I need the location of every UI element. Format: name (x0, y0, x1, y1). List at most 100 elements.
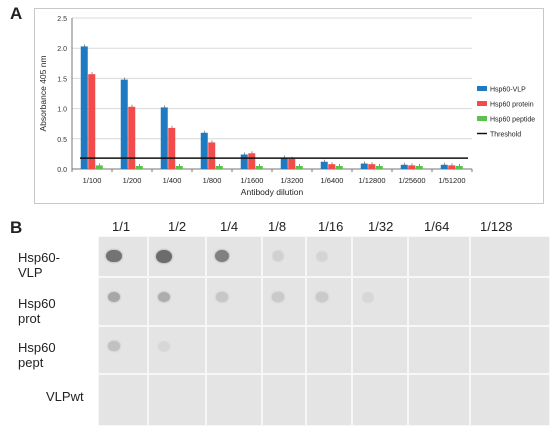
blot-dot (316, 251, 328, 261)
panel-letter-a: A (10, 4, 23, 23)
blot-cell (352, 277, 408, 326)
dilution-label: 1/4 (220, 219, 239, 234)
legend-swatch (477, 116, 487, 121)
x-axis-title: Antibody dilution (241, 187, 304, 197)
legend-label: Threshold (490, 132, 521, 139)
sample-row-label: Hsp60 prot (18, 296, 56, 326)
x-tick-label: 1/1600 (241, 176, 264, 185)
blot-cell (98, 277, 148, 326)
blot-cell (206, 326, 262, 374)
dot-blot-membrane (98, 236, 550, 426)
dilution-label: 1/128 (480, 219, 513, 234)
blot-cell (262, 277, 306, 326)
blot-cell (306, 326, 352, 374)
blot-cell (98, 326, 148, 374)
blot-dot (157, 291, 171, 303)
blot-cell (306, 277, 352, 326)
x-tick-label: 1/400 (163, 176, 182, 185)
blot-cell (148, 374, 206, 426)
y-tick-label: 1.5 (57, 76, 67, 83)
bar (255, 165, 263, 169)
x-tick-label: 1/51200 (438, 176, 465, 185)
bar (400, 164, 408, 169)
panel-letter-b: B (10, 218, 23, 237)
bar (168, 127, 176, 169)
legend-swatch (477, 86, 487, 91)
blot-dot (214, 249, 230, 263)
blot-cell (306, 374, 352, 426)
bar (88, 74, 96, 169)
bar (375, 165, 383, 169)
blot-cell (262, 326, 306, 374)
bar (175, 165, 183, 169)
bar (208, 142, 216, 169)
blot-dot (107, 291, 121, 303)
x-tick-label: 1/25600 (398, 176, 425, 185)
blot-dot (216, 292, 228, 302)
blot-cell (206, 374, 262, 426)
blot-dot (316, 292, 328, 302)
bar (335, 165, 343, 169)
bar (215, 165, 223, 169)
bar (368, 164, 376, 169)
blot-cell (470, 326, 550, 374)
blot-cell (148, 277, 206, 326)
blot-cell (470, 236, 550, 277)
blot-cell (408, 326, 470, 374)
legend-label: Hsp60-VLP (490, 87, 526, 94)
bar (135, 165, 143, 169)
sample-row-label: Hsp60-VLP (18, 250, 60, 280)
blot-cell (352, 374, 408, 426)
blot-dot (158, 341, 170, 351)
bar (280, 157, 288, 169)
x-tick-label: 1/100 (83, 176, 102, 185)
y-tick-label: 2.0 (57, 46, 67, 53)
blot-dot (106, 249, 122, 263)
blot-cell (148, 326, 206, 374)
legend-label: Hsp60 peptide (490, 117, 535, 124)
blot-cell (408, 374, 470, 426)
bar (448, 165, 456, 169)
blot-cell (262, 374, 306, 426)
bar (440, 164, 448, 169)
x-tick-label: 1/200 (123, 176, 142, 185)
sample-row-label: VLPwt (46, 389, 84, 404)
bar (295, 165, 303, 169)
dilution-label: 1/64 (424, 219, 450, 234)
blot-dot (108, 341, 120, 351)
bar (120, 79, 128, 169)
blot-dot (272, 251, 284, 261)
bar (455, 165, 463, 169)
bar (200, 132, 208, 169)
chart-frame (34, 8, 544, 204)
blot-dot (272, 292, 284, 302)
legend-swatch (477, 101, 487, 106)
dilution-label: 1/8 (268, 219, 287, 234)
x-tick-label: 1/800 (203, 176, 222, 185)
dilution-label: 1/32 (368, 219, 394, 234)
blot-cell (470, 374, 550, 426)
bar (240, 154, 248, 169)
bar (328, 164, 336, 169)
blot-dot (362, 292, 374, 302)
bar (248, 153, 256, 169)
blot-cell (352, 326, 408, 374)
bar (360, 163, 368, 169)
bar (80, 46, 88, 169)
y-tick-label: 1.0 (57, 107, 67, 114)
dilution-label: 1/16 (318, 219, 344, 234)
sample-row-label: Hsp60 pept (18, 340, 56, 370)
blot-cell (206, 277, 262, 326)
bar (288, 158, 296, 169)
blot-cell (98, 374, 148, 426)
blot-cell (306, 236, 352, 277)
blot-cell (262, 236, 306, 277)
blot-dot (156, 249, 172, 263)
bar (160, 107, 168, 169)
bar-chart: 0.0 0.5 1.0 1.5 2.0 2.5 1/100 1/200 1/400 1/800 1/… (38, 16, 535, 197)
bar (320, 161, 328, 169)
y-tick-label: 0.0 (57, 167, 67, 174)
dilution-label: 1/1 (112, 219, 131, 234)
y-tick-label: 2.5 (57, 16, 67, 23)
blot-cell (470, 277, 550, 326)
